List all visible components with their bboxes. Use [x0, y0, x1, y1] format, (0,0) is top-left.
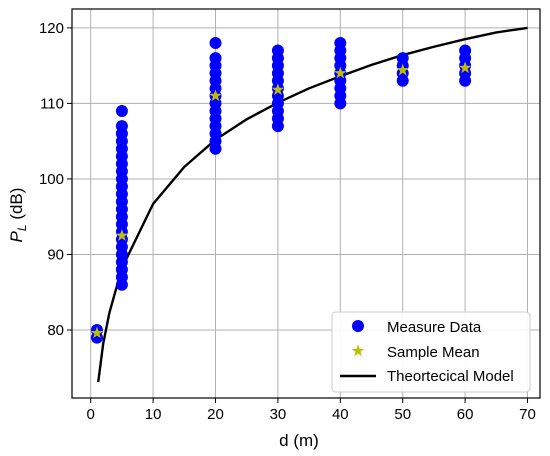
legend-label-theoretical-model: Theortecical Model: [387, 368, 514, 385]
x-tick-label: 0: [87, 406, 95, 423]
y-axis-title-main: P: [7, 230, 26, 242]
legend-markers: [340, 320, 376, 378]
x-tick-label: 50: [394, 406, 411, 423]
y-tick-label: 80: [47, 322, 64, 339]
y-tick-label: 110: [40, 95, 64, 112]
measure-data-point: [209, 52, 222, 65]
measure-data-point: [209, 36, 222, 49]
sample-mean-marker: [90, 326, 104, 339]
legend: Measure Data Sample Mean Theortecical Mo…: [331, 311, 531, 393]
sample-mean-layer: [90, 61, 472, 339]
y-tick-label: 100: [39, 171, 64, 188]
legend-label-sample-mean: Sample Mean: [387, 344, 480, 361]
legend-marker-sample-mean: [351, 344, 365, 357]
measure-data-point: [334, 36, 347, 49]
measure-data-point: [459, 44, 472, 57]
measure-data-point: [115, 120, 128, 133]
y-tick-label: 90: [47, 246, 64, 263]
sample-mean-marker: [271, 83, 285, 96]
sample-mean-marker: [334, 66, 347, 79]
y-axis-title-unit: (dB): [7, 188, 26, 225]
legend-label-measure-data: Measure Data: [387, 319, 482, 336]
x-tick-label: 60: [457, 406, 474, 423]
measure-data-point: [396, 52, 409, 65]
x-tick-label: 40: [332, 406, 349, 423]
x-axis-title: d (m): [279, 431, 319, 450]
sample-mean-marker: [396, 63, 409, 76]
sample-mean-marker: [458, 61, 472, 74]
sample-mean-marker: [115, 229, 129, 241]
y-axis-title: PL (dB): [7, 188, 29, 243]
x-tick-label: 10: [145, 406, 162, 423]
axis-ticks: 0 10 20 30 40 50 60 70 80 90 100 110 120: [39, 20, 536, 423]
y-axis-title-sub: L: [15, 224, 29, 231]
x-tick-label: 70: [519, 406, 536, 423]
legend-marker-measure-data: [352, 320, 364, 332]
x-tick-label: 30: [270, 406, 287, 423]
sample-mean-marker: [209, 89, 222, 102]
legend-box: [331, 311, 531, 393]
y-tick-label: 120: [39, 20, 64, 37]
measure-data-point: [115, 104, 128, 117]
plot-frame: [71, 8, 541, 399]
measure-data-layer: [90, 36, 472, 344]
x-tick-label: 20: [207, 406, 224, 423]
measure-data-point: [271, 44, 284, 57]
